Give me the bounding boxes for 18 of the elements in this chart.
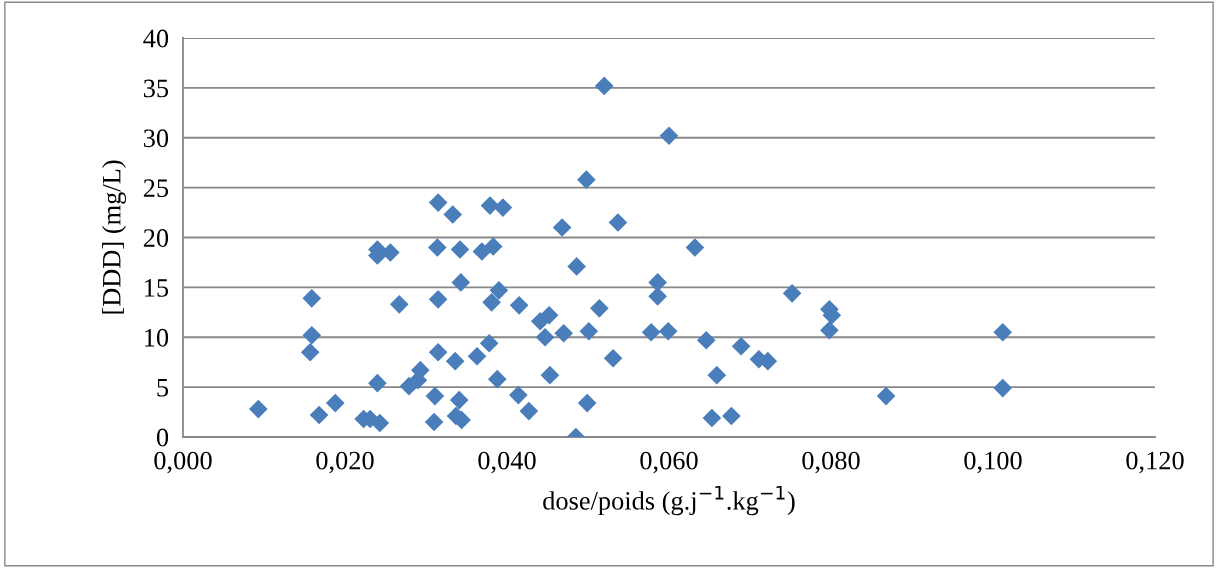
- x-tick-label: 0,000: [154, 451, 212, 474]
- y-tick-label: 10: [145, 328, 169, 347]
- y-tick-label: 35: [143, 79, 169, 98]
- y-tick-label: 25: [143, 179, 169, 198]
- x-tick-label: 0,100: [964, 451, 1022, 474]
- y-tick-label: 0: [156, 428, 169, 447]
- y-axis-title: [DDD] (mg/L): [102, 160, 127, 314]
- x-tick-label: 0,120: [1126, 451, 1184, 474]
- y-tick-label: 30: [143, 129, 169, 148]
- y-tick-label: 40: [143, 29, 169, 48]
- x-tick-label: 0,040: [478, 451, 536, 474]
- x-tick-label: 0,080: [802, 451, 860, 474]
- x-tick-label: 0,020: [316, 451, 374, 474]
- y-tick-label: 20: [143, 229, 169, 247]
- y-tick-label: 15: [145, 279, 169, 297]
- y-tick-label: 5: [157, 379, 169, 397]
- x-axis-title: dose/poids (g.j$^{−1}$.kg$^{−1}$): [543, 485, 795, 516]
- x-tick-label: 0,060: [640, 451, 698, 474]
